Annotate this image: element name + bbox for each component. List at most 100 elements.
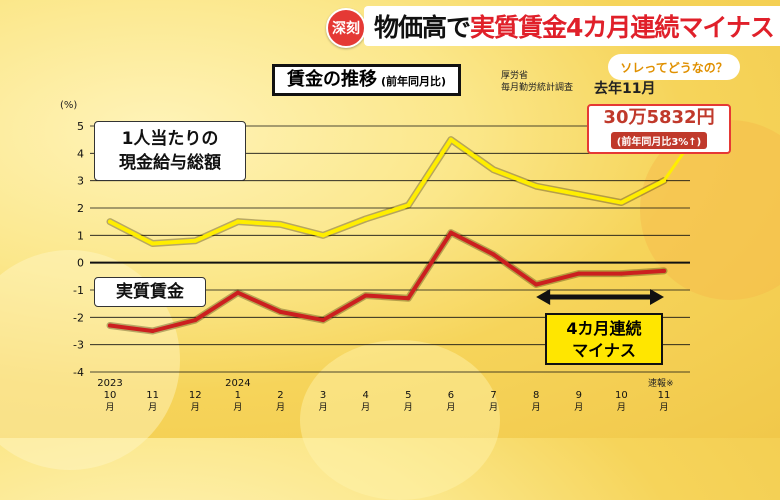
- y-tick-label: -1: [73, 284, 84, 297]
- real-wage-label: 実質賃金: [94, 277, 206, 307]
- x-tick-month: 12: [189, 390, 202, 401]
- x-tick-month: 5: [405, 390, 411, 401]
- x-tick-month: 8: [533, 390, 539, 401]
- nominal-wage-line: [108, 137, 666, 246]
- x-tick-unit: 月: [617, 402, 626, 413]
- x-tick-unit: 月: [489, 402, 498, 413]
- latest-value-callout: 30万5832円 (前年同月比3%↑): [587, 104, 731, 154]
- y-tick-label: -3: [73, 339, 84, 352]
- data-point: [150, 329, 155, 333]
- x-axis-ticks: 202310月11月12月20241月2月3月4月5月6月7月8月9月10月11…: [97, 378, 670, 413]
- headline-part1: 物価高で: [374, 13, 471, 42]
- data-source: 厚労省 毎月勤労統計調査: [501, 70, 573, 94]
- data-point: [108, 323, 112, 328]
- streak-arrow: [536, 289, 664, 305]
- y-tick-label: 5: [77, 120, 84, 133]
- data-point: [576, 271, 581, 276]
- data-point: [193, 318, 198, 323]
- x-tick-month: 9: [576, 390, 582, 401]
- x-tick-unit: 月: [191, 402, 200, 413]
- x-tick-unit: 月: [574, 402, 583, 413]
- data-point: [448, 137, 453, 142]
- source-line1: 厚労省: [501, 71, 529, 81]
- data-point: [108, 219, 112, 224]
- real-wage-line: [108, 230, 666, 333]
- x-tick-month: 10: [104, 390, 117, 401]
- data-point: [619, 271, 624, 276]
- streak-arrow-head-right: [650, 289, 664, 305]
- preliminary-note: 速報※: [648, 379, 674, 389]
- headline: 物価高で 実質賃金4カ月連続マイナス: [364, 6, 780, 46]
- x-tick-month: 11: [658, 390, 671, 401]
- data-point: [321, 318, 326, 323]
- y-tick-label: 4: [77, 147, 84, 160]
- x-tick-year: 2024: [225, 378, 250, 389]
- callout-change: (前年同月比3%↑): [610, 132, 708, 149]
- data-point: [363, 293, 368, 298]
- x-tick-unit: 月: [404, 402, 413, 413]
- chart-title-main: 賃金の推移: [287, 69, 377, 90]
- y-tick-label: 3: [77, 175, 84, 188]
- data-point: [363, 216, 368, 221]
- streak-arrow-head-left: [536, 289, 551, 305]
- data-point: [619, 200, 624, 205]
- nominal-label-line1: 1人当たりの: [121, 129, 219, 149]
- severity-badge: 深刻: [326, 8, 366, 48]
- x-tick-unit: 月: [276, 402, 285, 413]
- y-tick-label: 2: [77, 202, 84, 215]
- y-tick-label: -4: [73, 366, 84, 379]
- data-point: [278, 309, 283, 314]
- x-tick-month: 3: [320, 390, 326, 401]
- x-tick-month: 2: [277, 390, 283, 401]
- data-point: [662, 268, 666, 273]
- data-point: [491, 252, 496, 257]
- chart-series: [106, 136, 686, 335]
- data-point: [534, 184, 539, 189]
- x-tick-unit: 月: [148, 402, 157, 413]
- data-point: [193, 238, 198, 243]
- data-point: [576, 192, 581, 197]
- data-point: [448, 230, 453, 235]
- nominal-wage-label: 1人当たりの 現金給与総額: [94, 121, 246, 181]
- x-tick-month: 6: [448, 390, 454, 401]
- x-tick-unit: 月: [659, 402, 668, 413]
- x-tick-unit: 月: [361, 402, 370, 413]
- x-tick-month: 4: [363, 390, 369, 401]
- y-axis-ticks: 5 4 3 2 1 0 -1 -2 -3 -4: [73, 120, 84, 379]
- data-point: [406, 296, 411, 301]
- data-point: [534, 282, 539, 287]
- x-tick-unit: 月: [446, 402, 455, 413]
- x-tick-month: 10: [615, 390, 628, 401]
- x-tick-month: 1: [235, 390, 241, 401]
- data-point: [321, 233, 326, 238]
- headline-part2: 実質賃金4カ月連続マイナス: [470, 13, 775, 42]
- data-point: [278, 222, 283, 227]
- tagline-badge: ソレってどうなの？: [608, 54, 740, 80]
- data-point: [235, 290, 240, 295]
- y-tick-label: -2: [73, 311, 84, 324]
- x-tick-unit: 月: [105, 402, 114, 413]
- nominal-label-line2: 現金給与総額: [119, 153, 221, 173]
- y-tick-label: 1: [77, 229, 84, 242]
- x-tick-month: 11: [146, 390, 159, 401]
- streak-line2: マイナス: [572, 341, 636, 360]
- data-point: [406, 203, 411, 208]
- x-tick-year: 2023: [97, 378, 122, 389]
- data-point: [491, 167, 496, 172]
- chart-title-sub: (前年同月比): [381, 75, 447, 88]
- y-axis-unit: (%): [60, 100, 78, 111]
- callout-leader: [662, 151, 686, 182]
- callout-value: 30万5832円: [603, 107, 715, 128]
- source-line2: 毎月勤労統計調査: [501, 83, 574, 93]
- y-tick-label: 0: [77, 257, 84, 270]
- x-tick-unit: 月: [233, 402, 242, 413]
- period-label: 去年11月: [594, 81, 656, 97]
- streak-line1: 4カ月連続: [566, 319, 642, 338]
- x-tick-unit: 月: [532, 402, 541, 413]
- data-point: [235, 219, 240, 224]
- x-tick-unit: 月: [319, 402, 328, 413]
- chart-title: 賃金の推移 (前年同月比): [272, 64, 462, 96]
- streak-label: 4カ月連続 マイナス: [545, 313, 663, 365]
- data-point: [150, 241, 155, 246]
- x-tick-month: 7: [490, 390, 496, 401]
